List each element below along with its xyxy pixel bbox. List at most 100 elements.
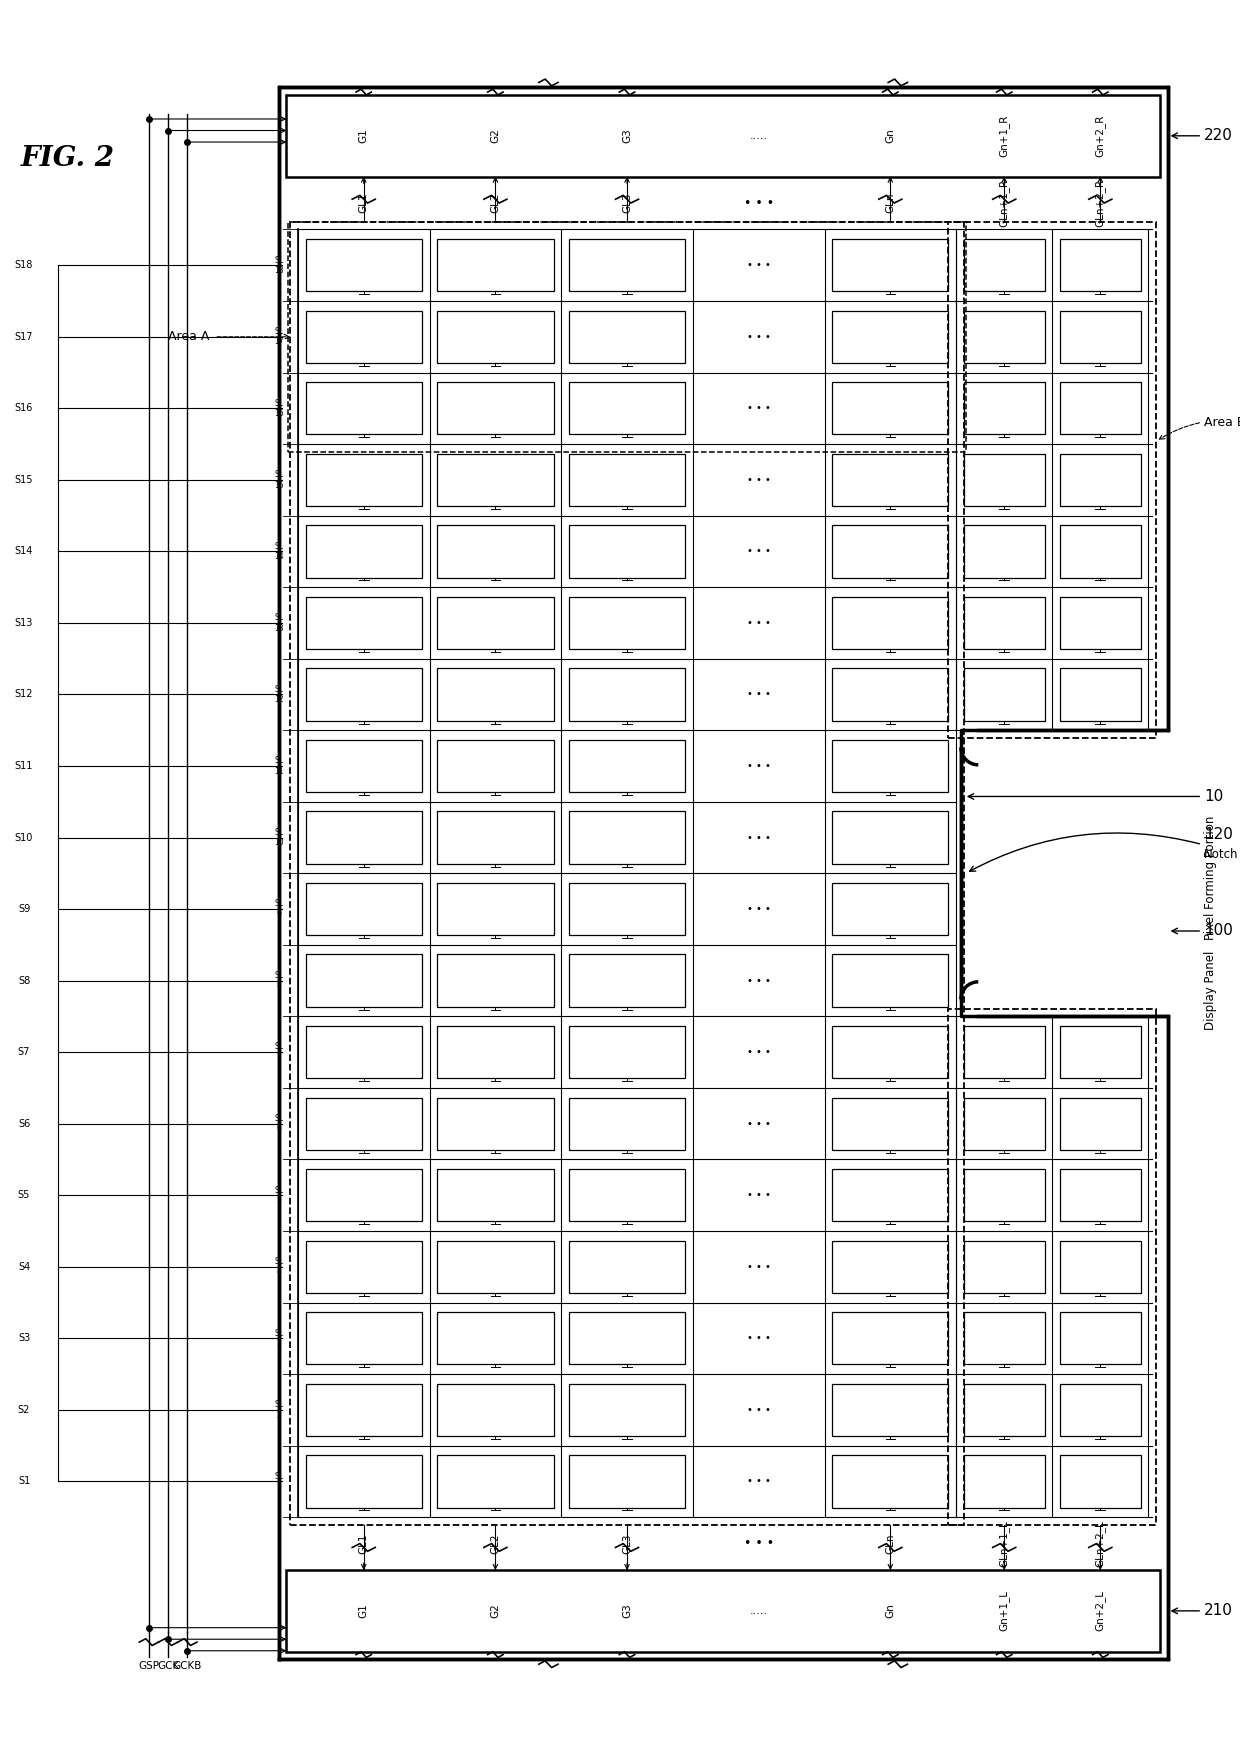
Bar xyxy=(438,740,553,792)
Text: G3: G3 xyxy=(622,129,632,143)
Bar xyxy=(438,1384,553,1437)
Bar xyxy=(569,1169,686,1222)
Text: SL
3: SL 3 xyxy=(274,1329,283,1349)
Text: SL
7: SL 7 xyxy=(274,1042,283,1061)
Bar xyxy=(963,1241,1044,1292)
Text: SL
12: SL 12 xyxy=(274,684,284,703)
Bar xyxy=(949,222,1156,739)
Bar xyxy=(1060,1241,1141,1292)
Bar xyxy=(305,1169,422,1222)
Text: GLn+1_L: GLn+1_L xyxy=(998,1520,1009,1567)
Bar xyxy=(963,310,1044,363)
Bar xyxy=(286,95,1159,176)
Bar xyxy=(832,811,949,864)
Bar xyxy=(305,740,422,792)
Bar xyxy=(288,222,966,451)
Bar xyxy=(963,1312,1044,1365)
Bar xyxy=(438,453,553,506)
Bar xyxy=(1060,453,1141,506)
Text: Pixel Forming Portion: Pixel Forming Portion xyxy=(1204,816,1218,940)
Bar xyxy=(305,310,422,363)
Bar xyxy=(832,954,949,1007)
Text: • • •: • • • xyxy=(744,196,774,210)
Bar xyxy=(963,1384,1044,1437)
Bar xyxy=(1060,1454,1141,1507)
Bar xyxy=(832,525,949,578)
Bar xyxy=(290,222,963,1525)
Bar xyxy=(569,525,686,578)
Bar xyxy=(305,1026,422,1079)
Bar xyxy=(569,1454,686,1507)
Text: • • •: • • • xyxy=(746,619,770,628)
Text: SL
8: SL 8 xyxy=(274,971,283,991)
Bar xyxy=(569,1098,686,1149)
Text: SL
13: SL 13 xyxy=(274,614,284,633)
Bar xyxy=(438,1312,553,1365)
Bar xyxy=(569,453,686,506)
Text: S15: S15 xyxy=(15,474,33,485)
Bar xyxy=(438,1241,553,1292)
Bar xyxy=(832,453,949,506)
Bar xyxy=(832,740,949,792)
Text: S2: S2 xyxy=(17,1405,30,1416)
Text: G2: G2 xyxy=(490,1604,501,1618)
Bar xyxy=(438,1098,553,1149)
Text: • • •: • • • xyxy=(746,1262,770,1271)
Text: S4: S4 xyxy=(17,1262,30,1271)
Bar xyxy=(438,1454,553,1507)
Text: GCKB: GCKB xyxy=(172,1661,202,1671)
Bar xyxy=(832,240,949,291)
Bar xyxy=(569,383,686,434)
Text: S13: S13 xyxy=(15,619,33,628)
Text: S9: S9 xyxy=(17,904,30,913)
Text: GL1: GL1 xyxy=(358,192,368,213)
Text: • • •: • • • xyxy=(746,975,770,986)
Text: Area A: Area A xyxy=(169,330,210,344)
Bar xyxy=(1060,1026,1141,1079)
Text: GLn: GLn xyxy=(885,1534,895,1553)
Text: • • •: • • • xyxy=(746,1333,770,1343)
Text: G3: G3 xyxy=(622,1604,632,1618)
Text: • • •: • • • xyxy=(746,904,770,913)
Bar xyxy=(438,668,553,721)
Text: • • •: • • • xyxy=(746,331,770,342)
Bar xyxy=(438,883,553,934)
Bar xyxy=(305,883,422,934)
Bar xyxy=(305,598,422,649)
Bar xyxy=(963,1169,1044,1222)
Text: • • •: • • • xyxy=(746,1047,770,1058)
Bar xyxy=(832,668,949,721)
Text: Gn+2_R: Gn+2_R xyxy=(1095,115,1106,157)
Bar xyxy=(569,668,686,721)
Bar xyxy=(305,453,422,506)
Text: S18: S18 xyxy=(15,261,33,270)
Text: .....: ..... xyxy=(750,1606,768,1617)
Bar xyxy=(569,310,686,363)
Bar xyxy=(963,383,1044,434)
Text: SL
18: SL 18 xyxy=(274,256,284,275)
Bar xyxy=(1060,1169,1141,1222)
Bar xyxy=(832,383,949,434)
Bar xyxy=(438,383,553,434)
Text: S3: S3 xyxy=(17,1333,30,1343)
Text: • • •: • • • xyxy=(746,689,770,700)
Text: GLn+1_R: GLn+1_R xyxy=(998,180,1009,227)
Text: GCK: GCK xyxy=(157,1661,180,1671)
Bar xyxy=(438,1026,553,1079)
Bar xyxy=(305,1098,422,1149)
Bar xyxy=(305,1384,422,1437)
Text: GL3: GL3 xyxy=(622,192,632,213)
Text: Notch: Notch xyxy=(1204,848,1239,860)
Text: GLn+2_R: GLn+2_R xyxy=(1095,180,1106,227)
Text: S11: S11 xyxy=(15,762,33,770)
Text: 100: 100 xyxy=(1204,924,1233,938)
Bar xyxy=(963,668,1044,721)
Text: • • •: • • • xyxy=(746,1405,770,1416)
Bar xyxy=(305,383,422,434)
Text: 10: 10 xyxy=(1204,790,1224,804)
Text: • • •: • • • xyxy=(746,261,770,270)
Text: S16: S16 xyxy=(15,404,33,413)
Text: SL
11: SL 11 xyxy=(274,756,284,776)
Bar xyxy=(305,240,422,291)
Text: • • •: • • • xyxy=(746,547,770,557)
